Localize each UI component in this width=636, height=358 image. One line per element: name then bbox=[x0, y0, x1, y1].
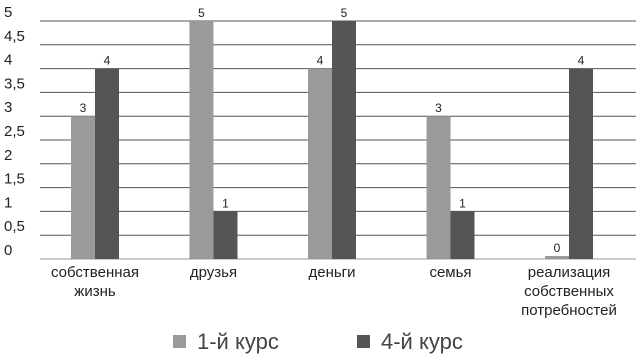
bar-2-2 bbox=[213, 211, 238, 259]
data-labels: 3 4 5 1 4 5 3 1 0 4 bbox=[80, 6, 585, 255]
data-label: 1 bbox=[222, 196, 229, 210]
x-tick-label: реализация собственных потребностей bbox=[521, 264, 617, 319]
bar-1-1 bbox=[71, 116, 95, 259]
data-label: 0 bbox=[554, 241, 561, 255]
bars bbox=[71, 21, 593, 259]
legend-swatch bbox=[173, 335, 186, 348]
y-tick-label: 1 bbox=[4, 194, 12, 211]
y-tick-label: 0,5 bbox=[4, 218, 25, 235]
x-tick-label: семья bbox=[429, 264, 471, 281]
bar-2-5 bbox=[569, 68, 593, 259]
y-tick-label: 5 bbox=[4, 4, 12, 21]
bar-2-4 bbox=[450, 211, 475, 259]
legend-label: 1-й курс bbox=[197, 329, 279, 354]
x-tick-label: друзья bbox=[190, 264, 237, 281]
y-tick-label: 2 bbox=[4, 147, 12, 164]
x-tick-label: деньги bbox=[308, 264, 355, 281]
data-label: 4 bbox=[578, 54, 585, 68]
y-axis-tick-labels: 0 0,5 1 1,5 2 2,5 3 3,5 4 4,5 5 bbox=[4, 4, 25, 259]
bar-1-5 bbox=[545, 256, 569, 259]
data-label: 5 bbox=[198, 6, 205, 20]
bar-2-3 bbox=[332, 21, 356, 259]
data-label: 5 bbox=[341, 6, 348, 20]
legend-label: 4-й курс bbox=[381, 329, 463, 354]
data-label: 3 bbox=[435, 101, 442, 115]
data-label: 4 bbox=[104, 54, 111, 68]
bar-1-3 bbox=[308, 68, 332, 259]
bar-1-4 bbox=[426, 116, 451, 259]
data-label: 4 bbox=[317, 54, 324, 68]
y-tick-label: 0 bbox=[4, 242, 12, 259]
x-tick-label: собственная жизнь bbox=[51, 264, 139, 300]
bar-2-1 bbox=[95, 68, 119, 259]
y-tick-label: 4,5 bbox=[4, 28, 25, 45]
y-tick-label: 2,5 bbox=[4, 123, 25, 140]
data-label: 1 bbox=[459, 196, 466, 210]
bar-1-2 bbox=[189, 21, 214, 259]
y-tick-label: 1,5 bbox=[4, 171, 25, 188]
y-tick-label: 3 bbox=[4, 99, 12, 116]
y-tick-label: 4 bbox=[4, 52, 12, 69]
data-label: 3 bbox=[80, 101, 87, 115]
legend: 1-й курс 4-й курс bbox=[173, 329, 463, 354]
legend-swatch bbox=[357, 335, 370, 348]
y-tick-label: 3,5 bbox=[4, 75, 25, 92]
x-axis-category-labels: собственная жизнь друзья деньги семья реализа… bbox=[51, 264, 617, 319]
